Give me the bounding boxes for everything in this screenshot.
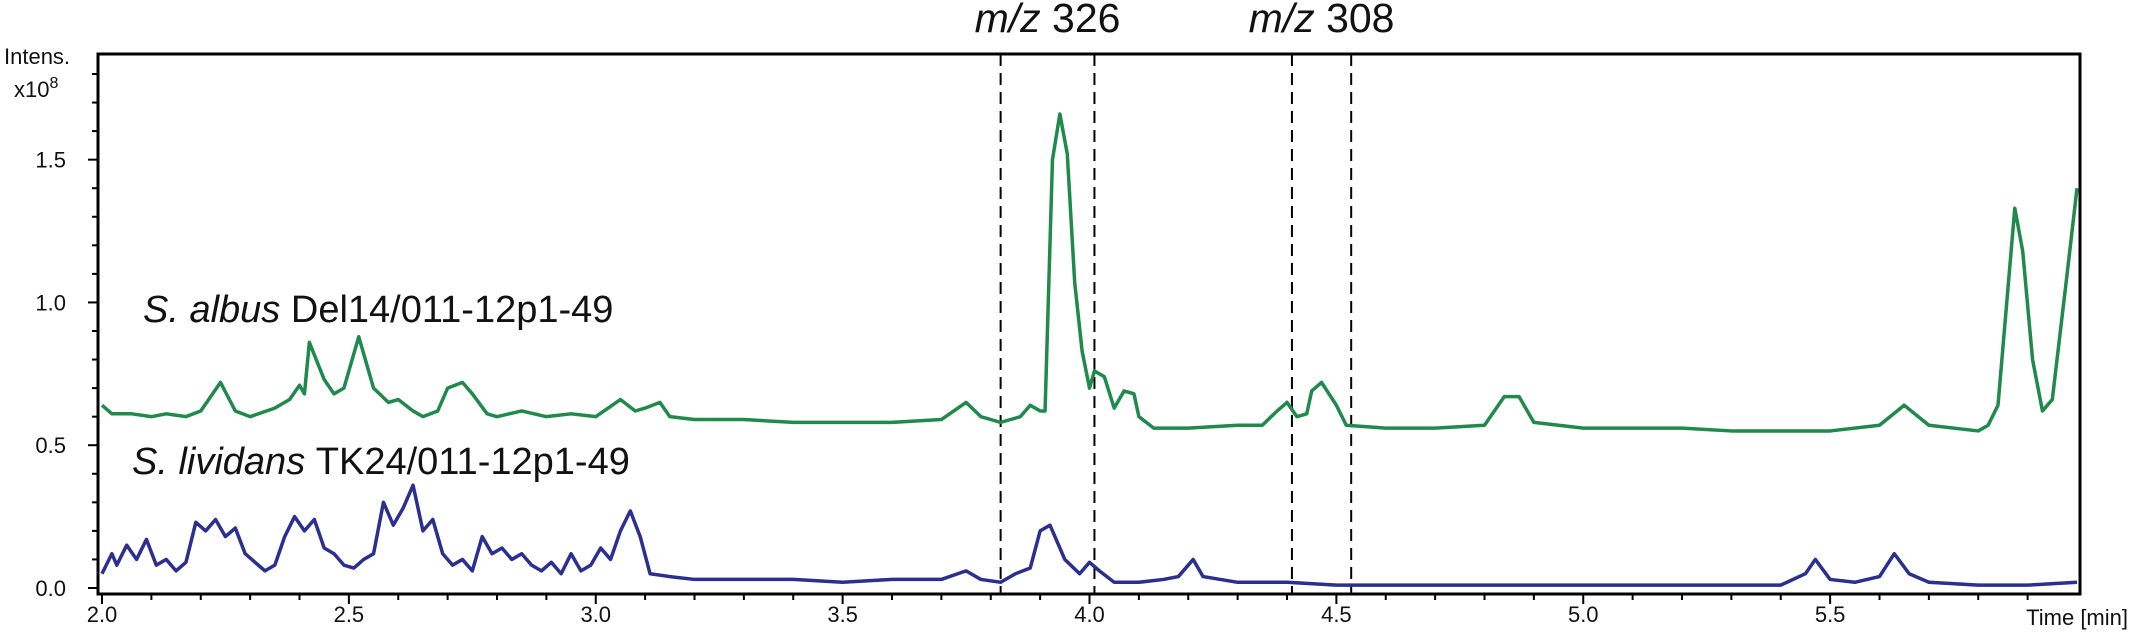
y-axis-label: Intens. bbox=[4, 44, 70, 69]
x-tick-label: 4.0 bbox=[1074, 602, 1105, 627]
x-tick-label: 3.0 bbox=[580, 602, 611, 627]
series-line bbox=[100, 483, 2078, 587]
series-label-text: Del14/011-12p1-49 bbox=[291, 289, 614, 331]
y-tick-label: 0.5 bbox=[35, 433, 66, 458]
annotation-label: m/z 326 bbox=[975, 0, 1121, 41]
y-scale-base: x10 bbox=[14, 77, 49, 102]
series-line bbox=[100, 112, 2079, 433]
x-tick-label: 2.5 bbox=[334, 602, 365, 627]
x-tick-label: 4.5 bbox=[1321, 602, 1352, 627]
annotation-italic: m/z bbox=[1249, 0, 1315, 41]
x-tick-label: 5.0 bbox=[1568, 602, 1599, 627]
series-label-italic: S. lividans bbox=[132, 441, 305, 483]
annotation-italic: m/z bbox=[975, 0, 1041, 41]
series-label-text: TK24/011-12p1-49 bbox=[316, 441, 630, 483]
annotation-text: 326 bbox=[1052, 0, 1120, 41]
x-tick-label: 5.5 bbox=[1815, 602, 1846, 627]
y-tick-label: 0.0 bbox=[35, 576, 66, 601]
y-tick-label: 1.5 bbox=[35, 148, 66, 173]
y-scale-exp: 8 bbox=[49, 75, 58, 92]
y-tick-label: 1.0 bbox=[35, 290, 66, 315]
annotation-label: m/z 308 bbox=[1249, 0, 1395, 41]
series-label: S. lividans TK24/011-12p1-49 bbox=[132, 441, 630, 483]
x-axis-label: Time [min] bbox=[2026, 605, 2128, 630]
series-label-italic: S. albus bbox=[143, 289, 280, 331]
annotation-text: 308 bbox=[1326, 0, 1394, 41]
x-tick-label: 3.5 bbox=[827, 602, 858, 627]
x-tick-label: 2.0 bbox=[87, 602, 118, 627]
series-label: S. albus Del14/011-12p1-49 bbox=[143, 289, 613, 331]
y-scale: x108 bbox=[14, 75, 58, 102]
